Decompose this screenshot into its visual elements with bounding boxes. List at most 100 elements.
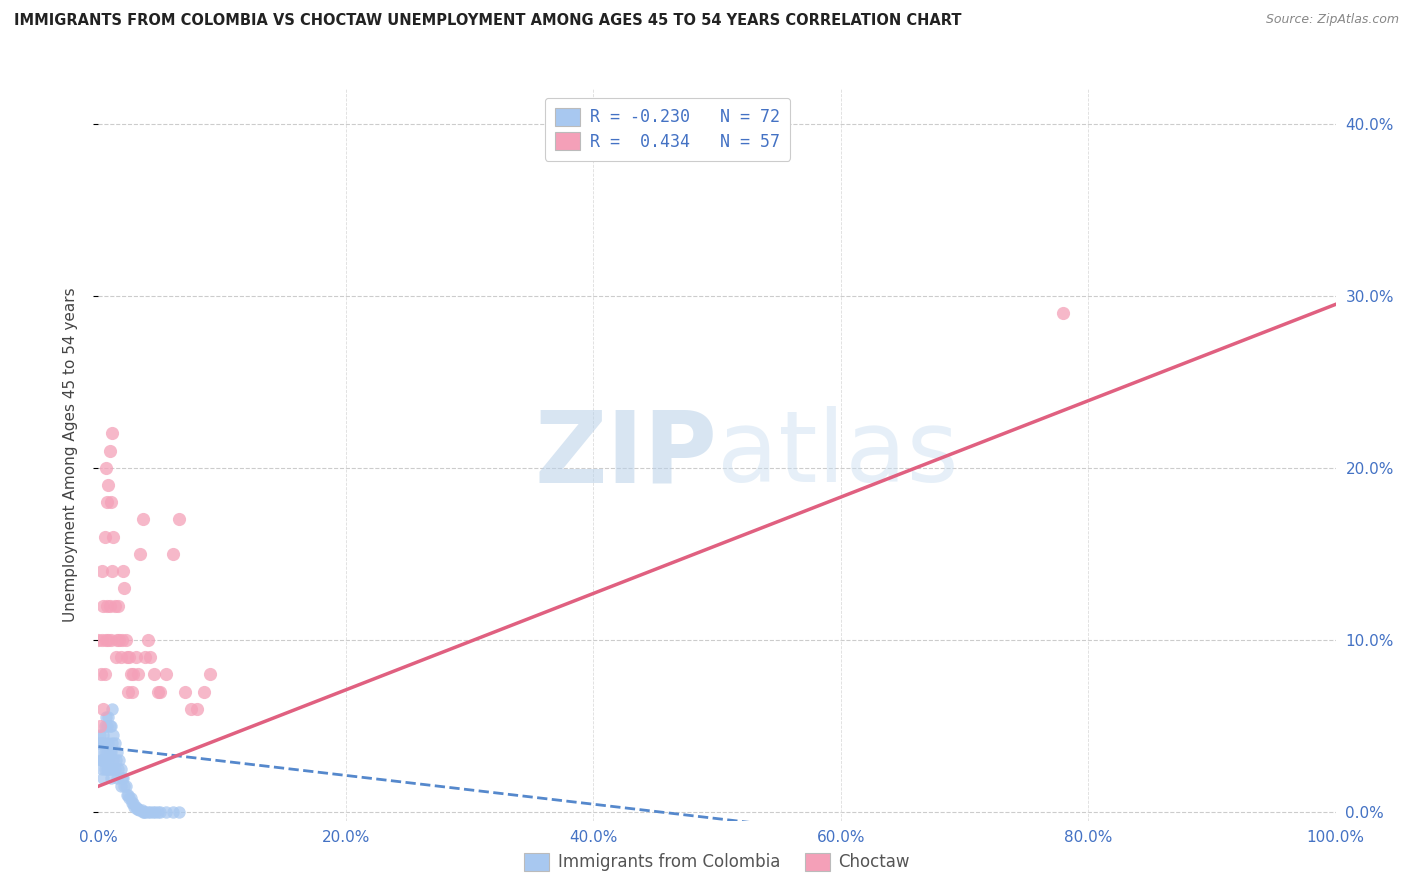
Point <box>142 805 165 819</box>
Point <box>128 803 150 817</box>
Point <box>100 745 122 759</box>
Point <box>101 426 124 441</box>
Point <box>117 684 139 698</box>
Point <box>93 599 115 613</box>
Point <box>89 719 111 733</box>
Point <box>91 736 114 750</box>
Point <box>96 745 118 759</box>
Point <box>93 719 115 733</box>
Point <box>1052 306 1074 320</box>
Point <box>120 667 142 681</box>
Point <box>122 797 145 811</box>
Point <box>108 632 131 647</box>
Point <box>103 762 125 776</box>
Point <box>100 719 122 733</box>
Point <box>114 632 136 647</box>
Point <box>108 753 131 767</box>
Point <box>87 632 110 647</box>
Point <box>101 736 124 750</box>
Y-axis label: Unemployment Among Ages 45 to 54 years: Unemployment Among Ages 45 to 54 years <box>63 287 77 623</box>
Point <box>146 805 169 819</box>
Point <box>100 632 122 647</box>
Point <box>112 582 135 596</box>
Point <box>93 667 115 681</box>
Point <box>101 762 124 776</box>
Point <box>96 599 118 613</box>
Point <box>117 788 139 802</box>
Point <box>149 684 172 698</box>
Point <box>112 779 135 793</box>
Point <box>94 460 117 475</box>
Point <box>93 771 115 785</box>
Point <box>97 632 120 647</box>
Point <box>127 801 149 815</box>
Point <box>122 667 145 681</box>
Point <box>93 745 115 759</box>
Point <box>139 650 162 665</box>
Point <box>103 736 125 750</box>
Point <box>180 702 202 716</box>
Point <box>98 745 121 759</box>
Point <box>143 667 166 681</box>
Point <box>98 719 121 733</box>
Point <box>89 745 111 759</box>
Point <box>129 547 152 561</box>
Text: Source: ZipAtlas.com: Source: ZipAtlas.com <box>1265 13 1399 27</box>
Point <box>131 803 153 817</box>
Legend: Immigrants from Colombia, Choctaw: Immigrants from Colombia, Choctaw <box>517 847 917 878</box>
Point <box>91 762 114 776</box>
Point <box>103 530 125 544</box>
Point <box>94 632 117 647</box>
Point <box>101 702 124 716</box>
Point <box>121 797 143 811</box>
Point <box>110 650 132 665</box>
Point <box>94 736 117 750</box>
Point <box>198 667 221 681</box>
Point <box>132 512 155 526</box>
Point <box>94 753 117 767</box>
Point <box>89 728 111 742</box>
Point <box>124 650 146 665</box>
Point <box>100 495 122 509</box>
Point <box>134 650 156 665</box>
Point <box>93 530 115 544</box>
Point <box>100 771 122 785</box>
Point <box>93 728 115 742</box>
Point <box>91 753 114 767</box>
Point <box>134 805 156 819</box>
Point <box>193 684 215 698</box>
Point <box>162 805 184 819</box>
Point <box>104 753 127 767</box>
Text: atlas: atlas <box>717 407 959 503</box>
Point <box>96 762 118 776</box>
Point <box>101 564 124 578</box>
Point <box>121 684 143 698</box>
Point <box>96 719 118 733</box>
Point <box>149 805 172 819</box>
Point <box>112 564 135 578</box>
Point <box>155 667 177 681</box>
Point <box>93 753 115 767</box>
Point <box>105 771 128 785</box>
Point <box>107 762 129 776</box>
Point <box>91 564 114 578</box>
Point <box>174 684 197 698</box>
Point <box>90 736 112 750</box>
Point <box>132 805 155 819</box>
Point <box>110 779 132 793</box>
Point <box>136 805 159 819</box>
Point <box>91 632 114 647</box>
Text: ZIP: ZIP <box>534 407 717 503</box>
Point <box>114 779 136 793</box>
Point <box>93 762 115 776</box>
Point <box>124 800 146 814</box>
Point <box>136 632 159 647</box>
Point <box>98 762 121 776</box>
Point <box>186 702 208 716</box>
Point <box>90 667 112 681</box>
Point <box>120 791 142 805</box>
Point <box>96 495 118 509</box>
Point <box>118 791 141 805</box>
Point <box>146 684 169 698</box>
Point <box>103 599 125 613</box>
